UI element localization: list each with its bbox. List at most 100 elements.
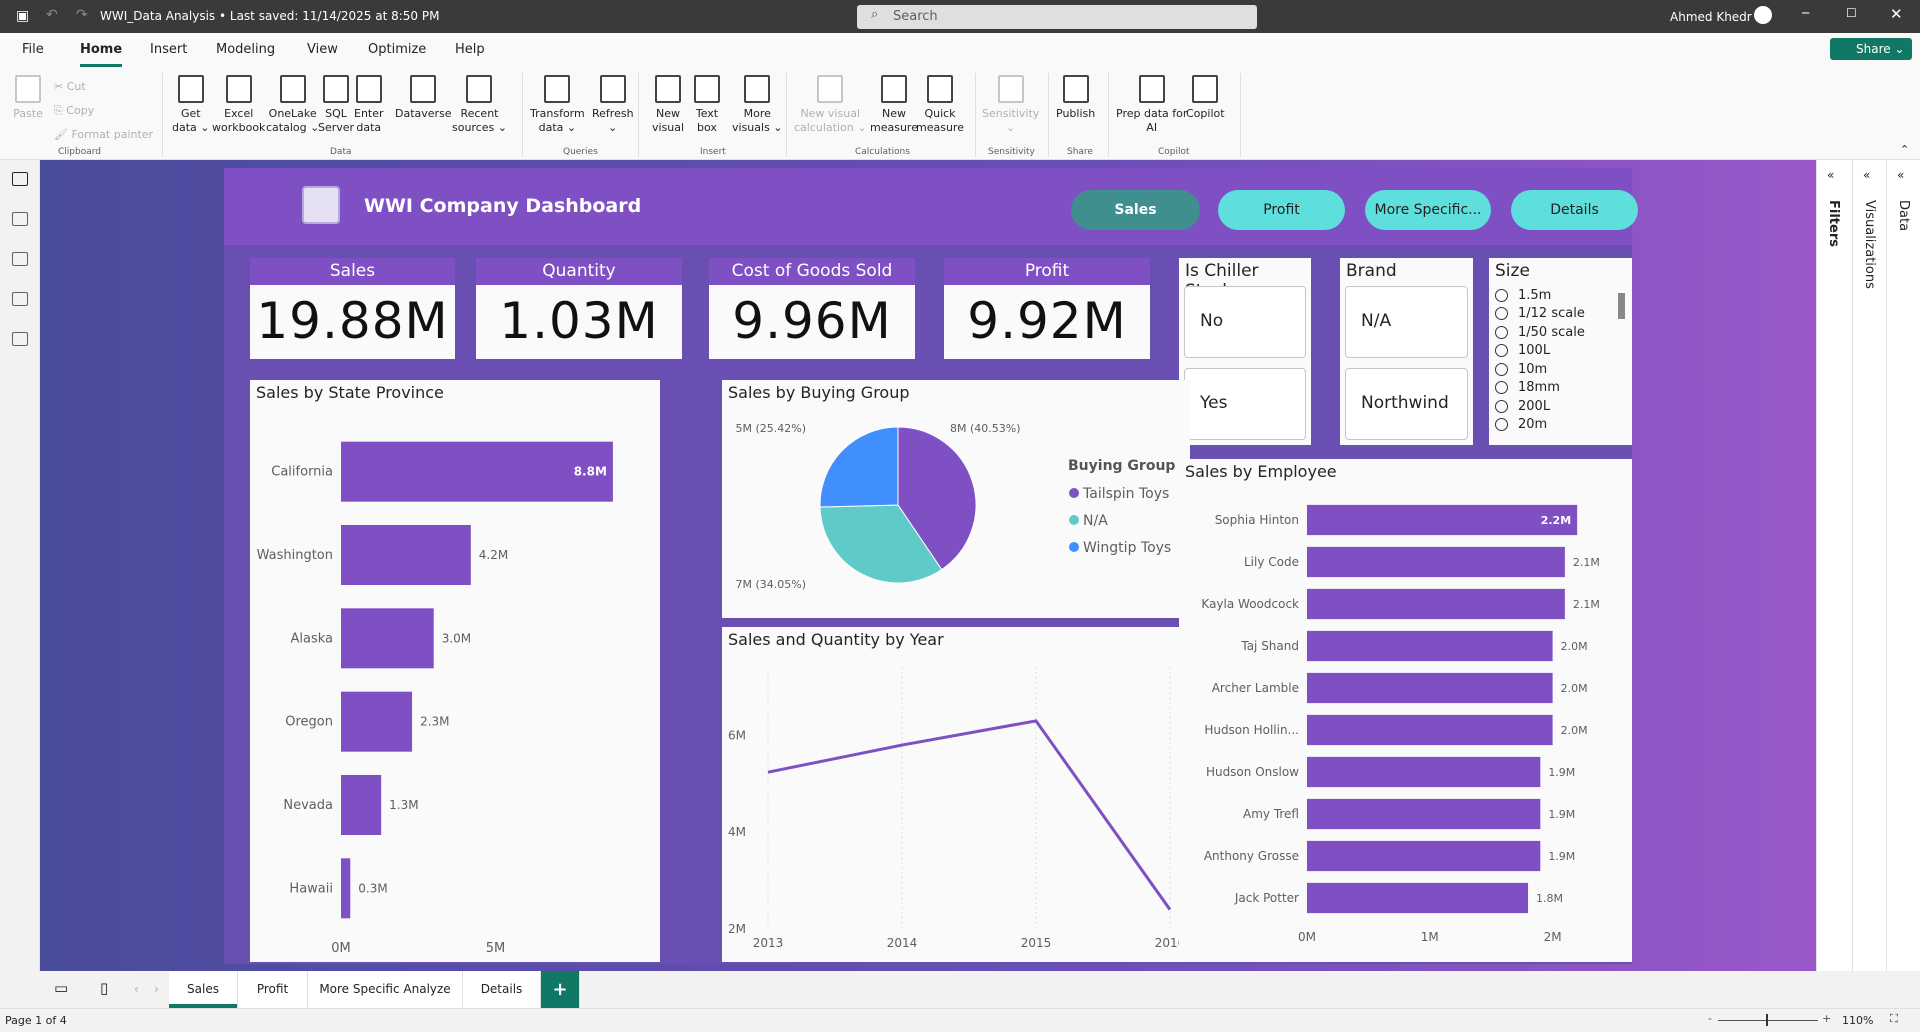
share-button[interactable]: Share ⌄ — [1830, 38, 1912, 60]
page-tab-sales[interactable]: Sales — [169, 971, 238, 1008]
get-button[interactable]: Get data ⌄ — [172, 75, 210, 135]
quick-button[interactable]: Quick measure — [916, 75, 964, 135]
nav-profit-button[interactable]: Profit — [1218, 190, 1345, 230]
tab-file[interactable]: File — [22, 42, 44, 57]
bar[interactable] — [1307, 798, 1541, 830]
data-label[interactable]: Data — [1896, 200, 1911, 232]
pie-slice[interactable] — [819, 426, 899, 508]
dataverse-button[interactable]: Dataverse — [395, 75, 452, 121]
bar[interactable] — [1307, 504, 1578, 536]
onelake-button[interactable]: OneLake catalog ⌄ — [266, 75, 319, 135]
sensitivity-button[interactable]: Sensitivity ⌄ — [982, 75, 1039, 135]
pie-slice[interactable] — [897, 426, 977, 571]
cut-button[interactable]: ✂ Cut — [54, 80, 86, 93]
refresh-button[interactable]: Refresh ⌄ — [592, 75, 634, 135]
nav-sales-button[interactable]: Sales — [1071, 190, 1200, 230]
search-input[interactable]: ⌕ Search — [857, 5, 1257, 29]
sales-line[interactable] — [767, 719, 1172, 911]
collapse-ribbon-icon[interactable]: ⌃ — [1900, 143, 1910, 156]
table-view-icon[interactable] — [12, 212, 28, 226]
copy-button[interactable]: ⎘ Copy — [54, 104, 95, 117]
bar[interactable] — [1307, 756, 1541, 788]
filters-pane[interactable]: « Filters — [1816, 160, 1852, 971]
page-tab-details[interactable]: Details — [463, 971, 541, 1008]
tab-help[interactable]: Help — [455, 42, 485, 57]
slicer-option[interactable]: No — [1184, 286, 1306, 358]
tab-view[interactable]: View — [307, 42, 338, 57]
transform-button[interactable]: Transform data ⌄ — [530, 75, 585, 135]
slicer-option[interactable]: Northwind — [1345, 368, 1468, 440]
add-page-button[interactable]: + — [541, 971, 580, 1008]
slicer-option[interactable]: 1/50 scale — [1489, 323, 1611, 342]
page-tab-more-specific[interactable]: More Specific Analyze — [308, 971, 463, 1008]
visualizations-label[interactable]: Visualizations — [1862, 200, 1877, 289]
copilot-button[interactable]: Copilot — [1186, 75, 1225, 121]
visualizations-pane[interactable]: « Visualizations — [1852, 160, 1886, 971]
legend-item[interactable]: Tailspin Toys — [1082, 486, 1169, 502]
slicer-option[interactable]: 20m — [1489, 416, 1611, 435]
nav-details-button[interactable]: Details — [1511, 190, 1638, 230]
excel-button[interactable]: Excel workbook — [212, 75, 265, 135]
expand-visualizations-icon[interactable]: « — [1863, 168, 1871, 182]
recent-button[interactable]: Recent sources ⌄ — [452, 75, 507, 135]
new-visual-button[interactable]: New visual calculation ⌄ — [794, 75, 866, 135]
sql-button[interactable]: SQL Server — [318, 75, 354, 135]
new-button[interactable]: New visual — [652, 75, 684, 135]
bar[interactable] — [1307, 546, 1565, 578]
bar[interactable] — [341, 441, 613, 502]
report-view-icon[interactable] — [12, 172, 28, 186]
tab-optimize[interactable]: Optimize — [368, 42, 427, 57]
slicer-option[interactable]: 200L — [1489, 397, 1611, 416]
undo-icon[interactable]: ↶ — [46, 7, 58, 23]
nav-more-specific-button[interactable]: More Specific... — [1365, 190, 1491, 230]
bar[interactable] — [341, 858, 351, 919]
redo-icon[interactable]: ↷ — [76, 7, 88, 23]
bar[interactable] — [341, 608, 434, 669]
format-painter-button[interactable]: 🖌 Format painter — [54, 128, 154, 141]
page-tab-profit[interactable]: Profit — [238, 971, 308, 1008]
new-button[interactable]: New measure — [870, 75, 918, 135]
zoom-slider[interactable] — [1718, 1020, 1818, 1021]
bar[interactable] — [1307, 672, 1553, 704]
bar[interactable] — [1307, 882, 1529, 914]
zoom-in-icon[interactable]: + — [1822, 1012, 1832, 1025]
avatar[interactable] — [1754, 6, 1772, 24]
tab-modeling[interactable]: Modeling — [216, 42, 276, 57]
tab-insert[interactable]: Insert — [150, 42, 188, 57]
user-name[interactable]: Ahmed Khedr — [1670, 10, 1752, 24]
slicer-scrollbar[interactable] — [1618, 293, 1625, 319]
zoom-slider-thumb[interactable] — [1766, 1014, 1768, 1026]
legend-item[interactable]: Wingtip Toys — [1083, 540, 1171, 556]
bar[interactable] — [1307, 840, 1541, 872]
fit-to-page-icon[interactable]: ⛶ — [1890, 1012, 1898, 1025]
bar[interactable] — [341, 525, 471, 585]
next-page-icon[interactable]: › — [154, 982, 159, 996]
publish-button[interactable]: Publish — [1056, 75, 1095, 121]
pie-slice[interactable] — [819, 504, 943, 584]
dax-query-view-icon[interactable] — [12, 292, 28, 306]
mobile-layout-icon[interactable]: ▯ — [100, 979, 109, 997]
file-title[interactable]: WWI_Data Analysis • Last saved: 11/14/20… — [100, 9, 440, 23]
more-button[interactable]: More visuals ⌄ — [732, 75, 783, 135]
bar[interactable] — [1307, 588, 1565, 620]
zoom-out-icon[interactable]: - — [1708, 1012, 1712, 1025]
maximize-icon[interactable]: ☐ — [1846, 6, 1857, 20]
slicer-option[interactable]: Yes — [1184, 368, 1306, 440]
minimize-icon[interactable]: ─ — [1802, 6, 1810, 20]
desktop-layout-icon[interactable]: ▭ — [54, 979, 69, 997]
bar[interactable] — [341, 691, 413, 752]
data-pane[interactable]: « Data — [1886, 160, 1920, 971]
expand-filters-icon[interactable]: « — [1827, 168, 1835, 182]
save-icon[interactable]: ▣ — [16, 8, 30, 24]
bar[interactable] — [1307, 714, 1553, 746]
enter-button[interactable]: Enter data — [354, 75, 384, 135]
tab-home[interactable]: Home — [80, 42, 123, 67]
expand-data-icon[interactable]: « — [1897, 168, 1905, 182]
close-icon[interactable]: ✕ — [1890, 5, 1903, 23]
text-button[interactable]: Text box — [694, 75, 720, 135]
filters-label[interactable]: Filters — [1826, 200, 1841, 247]
tmdl-view-icon[interactable] — [12, 332, 28, 346]
bar[interactable] — [1307, 630, 1553, 662]
slicer-option[interactable]: 10m — [1489, 360, 1611, 379]
legend-item[interactable]: N/A — [1083, 513, 1108, 529]
